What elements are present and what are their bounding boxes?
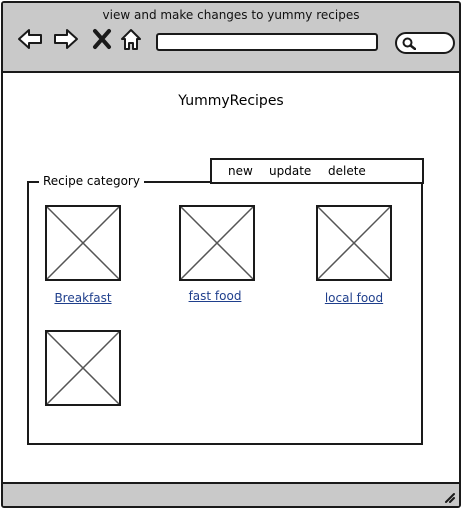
forward-icon[interactable] xyxy=(53,27,79,51)
category-image-placeholder[interactable] xyxy=(45,330,121,406)
home-icon[interactable] xyxy=(119,27,143,51)
category-action-bar: new update delete xyxy=(210,158,424,184)
recipe-category-legend: Recipe category xyxy=(39,174,144,188)
search-input[interactable] xyxy=(395,32,455,54)
address-bar[interactable] xyxy=(156,33,378,51)
browser-titlebar: view and make changes to yummy recipes xyxy=(3,3,459,73)
delete-button[interactable]: delete xyxy=(328,164,366,178)
browser-window: view and make changes to yummy recipes Y… xyxy=(1,1,461,508)
page-title: YummyRecipes xyxy=(178,93,284,109)
local-food-image-placeholder[interactable] xyxy=(316,205,392,281)
fast-food-image-placeholder[interactable] xyxy=(179,205,255,281)
back-icon[interactable] xyxy=(17,27,43,51)
category-link-fast-food[interactable]: fast food xyxy=(188,289,242,303)
category-link-local-food[interactable]: local food xyxy=(324,291,384,305)
browser-statusbar xyxy=(3,482,459,506)
update-button[interactable]: update xyxy=(269,164,312,178)
search-icon xyxy=(402,37,416,50)
new-button[interactable]: new xyxy=(228,164,253,178)
close-icon[interactable] xyxy=(91,27,113,51)
category-link-breakfast[interactable]: Breakfast xyxy=(54,291,112,305)
breakfast-image-placeholder[interactable] xyxy=(45,205,121,281)
window-title: view and make changes to yummy recipes xyxy=(102,8,360,22)
resize-grip-icon[interactable] xyxy=(441,489,455,503)
